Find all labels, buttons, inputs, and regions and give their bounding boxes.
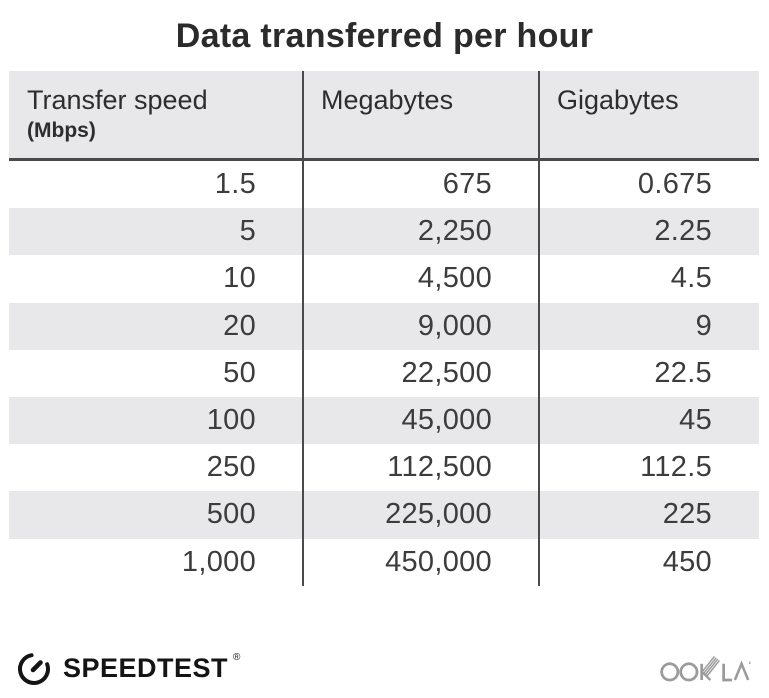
column-header-label: Gigabytes	[557, 85, 679, 115]
cell-megabytes: 45,000	[401, 404, 492, 437]
cell-gigabytes: 22.5	[654, 356, 712, 389]
cell-transfer-speed: 100	[206, 404, 256, 437]
cell-gigabytes: 4.5	[670, 262, 712, 295]
cell-gigabytes: 225	[662, 498, 712, 531]
cell-transfer-speed: 10	[223, 262, 256, 295]
column-header-transfer-speed: Transfer speed (Mbps)	[9, 71, 303, 158]
cell-transfer-speed: 1,000	[181, 545, 256, 578]
column-header-label: Transfer speed	[27, 85, 208, 115]
table-row: 1.5 675 0.675	[9, 161, 759, 208]
cell-gigabytes: 2.25	[654, 215, 712, 248]
table-row: 20 9,000 9	[9, 302, 759, 350]
cell-transfer-speed: 5	[239, 215, 256, 248]
table-row: 500 225,000 225	[9, 491, 759, 539]
ookla-logo	[659, 651, 753, 685]
table-row: 10 4,500 4.5	[9, 255, 759, 302]
cell-megabytes: 225,000	[385, 498, 492, 531]
cell-megabytes: 112,500	[387, 451, 492, 484]
table-row: 100 45,000 45	[9, 396, 759, 445]
column-header-unit: (Mbps)	[27, 119, 96, 143]
column-divider-2	[538, 71, 540, 586]
cell-megabytes: 2,250	[417, 215, 492, 248]
cell-megabytes: 22,500	[401, 356, 492, 389]
cell-gigabytes: 112.5	[640, 451, 712, 484]
cell-transfer-speed: 1.5	[214, 168, 256, 201]
speedtest-wordmark: SPEEDTEST	[63, 652, 229, 683]
cell-gigabytes: 450	[662, 545, 712, 578]
ookla-wordmark-icon	[660, 655, 751, 682]
column-header-gigabytes: Gigabytes	[539, 71, 759, 158]
cell-megabytes: 4,500	[417, 262, 492, 295]
page-title: Data transferred per hour	[175, 17, 594, 55]
table-row: 1,000 450,000 450	[9, 539, 759, 586]
cell-transfer-speed: 500	[206, 498, 256, 531]
table-header-row: Transfer speed (Mbps) Megabytes Gigabyte…	[9, 71, 759, 161]
speedtest-gauge-icon	[18, 653, 50, 685]
table-row: 250 112,500 112.5	[9, 444, 759, 491]
cell-gigabytes: 0.675	[637, 168, 712, 201]
data-table: Transfer speed (Mbps) Megabytes Gigabyte…	[9, 71, 759, 586]
cell-megabytes: 675	[442, 168, 492, 201]
footer: SPEEDTEST ®	[14, 648, 753, 688]
cell-gigabytes: 45	[679, 404, 712, 437]
speedtest-logo: SPEEDTEST ®	[14, 648, 240, 688]
table-body: 1.5 675 0.675 5 2,250 2.25 10 4,500 4.5 …	[9, 161, 759, 586]
column-divider-1	[302, 71, 304, 586]
cell-megabytes: 450,000	[385, 545, 492, 578]
table-row: 5 2,250 2.25	[9, 208, 759, 256]
cell-gigabytes: 9	[695, 309, 712, 342]
column-header-label: Megabytes	[321, 85, 454, 115]
cell-transfer-speed: 20	[223, 309, 256, 342]
column-header-megabytes: Megabytes	[303, 71, 539, 158]
cell-megabytes: 9,000	[417, 309, 492, 342]
cell-transfer-speed: 50	[223, 356, 256, 389]
table-row: 50 22,500 22.5	[9, 350, 759, 397]
cell-transfer-speed: 250	[206, 451, 256, 484]
registered-trademark-mark: ®	[233, 652, 241, 663]
